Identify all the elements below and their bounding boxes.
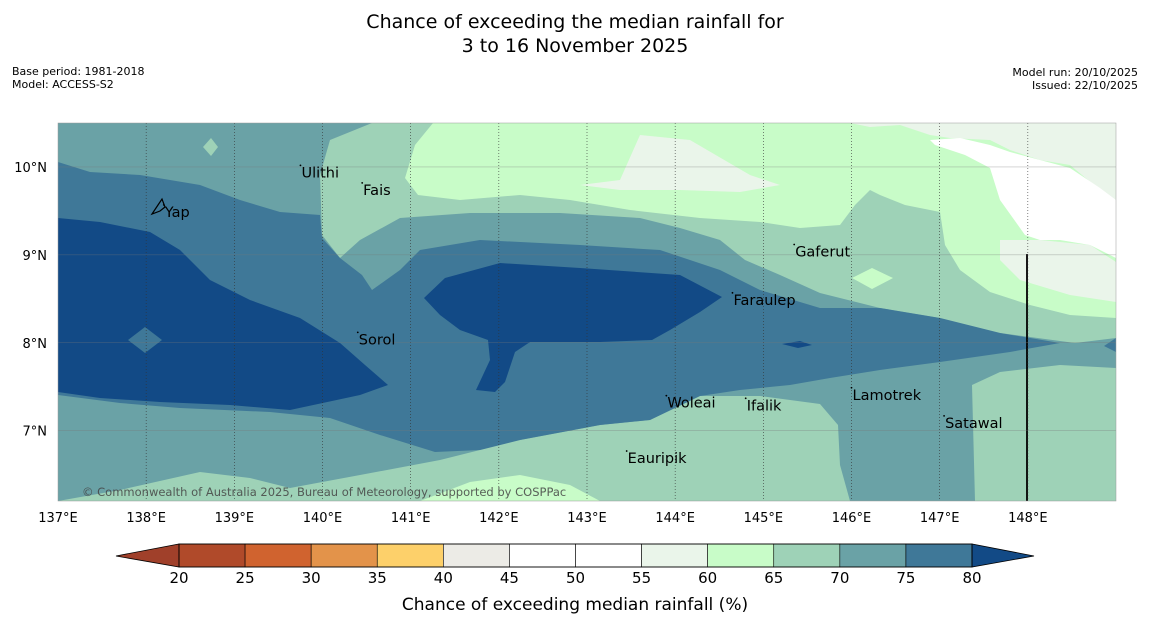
- title-line-2: 3 to 16 November 2025: [461, 35, 689, 57]
- place-label-yap: Yap: [164, 205, 190, 221]
- place-label-ifalik: Ifalik: [747, 398, 782, 414]
- place-label-ulithi: Ulithi: [301, 165, 339, 181]
- issued-date: Issued: 22/10/2025: [1031, 79, 1138, 92]
- region-75-80-inset: [128, 327, 162, 353]
- legend-tick-label: 50: [566, 569, 585, 587]
- place-marker: [162, 204, 165, 206]
- lon-tick-label: 147°E: [920, 511, 960, 526]
- region-55-60-north: [580, 135, 780, 192]
- lon-tick-label: 148°E: [1008, 511, 1048, 526]
- place-marker: [361, 182, 364, 184]
- place-marker: [850, 386, 853, 389]
- region-80-west: [58, 218, 388, 410]
- lat-tick-labels: 10°N 9°N 8°N 7°N: [14, 161, 47, 440]
- copyright-notice: © Commonwealth of Australia 2025, Bureau…: [82, 485, 566, 499]
- region-75-80-east: [1104, 338, 1116, 352]
- legend-tick-label: 70: [830, 569, 849, 587]
- legend-swatch: [773, 543, 841, 568]
- lon-tick-label: 143°E: [567, 511, 607, 526]
- meta-right: Model run: 20/10/2025 Issued: 22/10/2025: [1012, 66, 1138, 92]
- region-60-65: [405, 123, 1116, 318]
- legend-swatch: [575, 543, 642, 568]
- lat-tick-label: 10°N: [14, 161, 47, 176]
- place-marker: [665, 394, 668, 397]
- place-marker: [793, 243, 796, 246]
- region-55-60-east: [850, 123, 1116, 302]
- map-panel: © Commonwealth of Australia 2025, Bureau…: [58, 123, 1116, 501]
- legend-swatch: [376, 543, 444, 568]
- place-label-faraulep: Faraulep: [733, 293, 795, 309]
- place-labels: Yap Ulithi Fais Gaferut Faraulep Sorol Lamotre…: [162, 164, 1003, 467]
- title-line-1: Chance of exceeding the median rainfall …: [366, 11, 784, 33]
- lat-tick-label: 9°N: [23, 249, 48, 264]
- place-marker: [299, 164, 302, 167]
- lon-tick-label: 139°E: [215, 511, 255, 526]
- legend-swatch: [178, 543, 246, 568]
- legend-swatch: [839, 543, 907, 568]
- legend-tick-label: 40: [434, 569, 453, 587]
- region-45-55: [930, 138, 1116, 258]
- legend-swatch: [641, 543, 708, 568]
- lon-tick-label: 140°E: [303, 511, 343, 526]
- lon-tick-label: 144°E: [655, 511, 695, 526]
- meta-left: Base period: 1981-2018 Model: ACCESS-S2: [12, 65, 144, 91]
- yap-island: [150, 197, 166, 216]
- place-label-sorol: Sorol: [359, 332, 396, 348]
- region-65-70-east: [972, 365, 1116, 501]
- region-65-70-small: [203, 138, 218, 156]
- legend-swatch: [244, 543, 312, 568]
- legend-tick-label: 60: [698, 569, 717, 587]
- legend-colorbar: 20 25 30 35 40 45 50 55 60 65 70 75 80 Chance of exc…: [115, 543, 1035, 615]
- legend-tick-label: 30: [302, 569, 321, 587]
- place-marker: [356, 331, 359, 334]
- legend-tick-label: 45: [500, 569, 519, 587]
- place-label-woleai: Woleai: [667, 396, 715, 412]
- chart-title: Chance of exceeding the median rainfall …: [0, 10, 1150, 58]
- lon-tick-label: 146°E: [832, 511, 872, 526]
- place-label-eauripik: Eauripik: [628, 451, 687, 467]
- legend-title: Chance of exceeding median rainfall (%): [402, 595, 748, 615]
- legend-swatch: [310, 543, 378, 568]
- lon-tick-labels: 137°E 138°E 139°E 140°E 141°E 142°E 143°E 144°E…: [38, 511, 1047, 526]
- legend-tick-label: 65: [764, 569, 783, 587]
- legend-swatch: [905, 543, 973, 568]
- legend-high-extend: [972, 544, 1034, 567]
- map-frame: [57, 122, 1117, 502]
- lat-tick-label: 8°N: [23, 337, 48, 352]
- region-80-central: [424, 263, 722, 392]
- legend-tick-label: 80: [962, 569, 981, 587]
- lon-tick-label: 137°E: [38, 511, 78, 526]
- place-label-lamotrek: Lamotrek: [853, 388, 922, 404]
- legend-swatch: [443, 543, 510, 568]
- legend-tick-label: 25: [236, 569, 255, 587]
- region-65-70-south: [58, 396, 850, 501]
- legend-tick-label: 55: [632, 569, 651, 587]
- place-label-fais: Fais: [363, 183, 390, 199]
- place-marker: [731, 291, 734, 294]
- legend-tick-label: 20: [169, 569, 188, 587]
- legend-swatch: [509, 543, 576, 568]
- legend-tick-label: 75: [896, 569, 915, 587]
- legend-low-extend: [116, 544, 179, 567]
- region-60-65-diamond: [852, 268, 893, 289]
- legend-swatch: [707, 543, 775, 568]
- place-label-gaferut: Gaferut: [795, 244, 850, 260]
- lat-tick-label: 7°N: [23, 425, 48, 440]
- gridlines: [145, 123, 1029, 501]
- place-marker: [744, 397, 747, 400]
- legend-tick-label: 35: [368, 569, 387, 587]
- lat-gridlines: [58, 166, 1116, 431]
- place-label-satawal: Satawal: [945, 416, 1002, 432]
- region-60-65-south: [420, 475, 600, 501]
- lon-tick-label: 142°E: [479, 511, 519, 526]
- base-period: Base period: 1981-2018: [12, 65, 145, 78]
- lon-tick-label: 145°E: [744, 511, 784, 526]
- lon-tick-label: 141°E: [391, 511, 431, 526]
- model-run: Model run: 20/10/2025: [1012, 66, 1138, 79]
- lon-tick-label: 138°E: [126, 511, 166, 526]
- place-marker: [943, 414, 945, 417]
- model-name: Model: ACCESS-S2: [12, 78, 114, 91]
- place-marker: [625, 450, 628, 452]
